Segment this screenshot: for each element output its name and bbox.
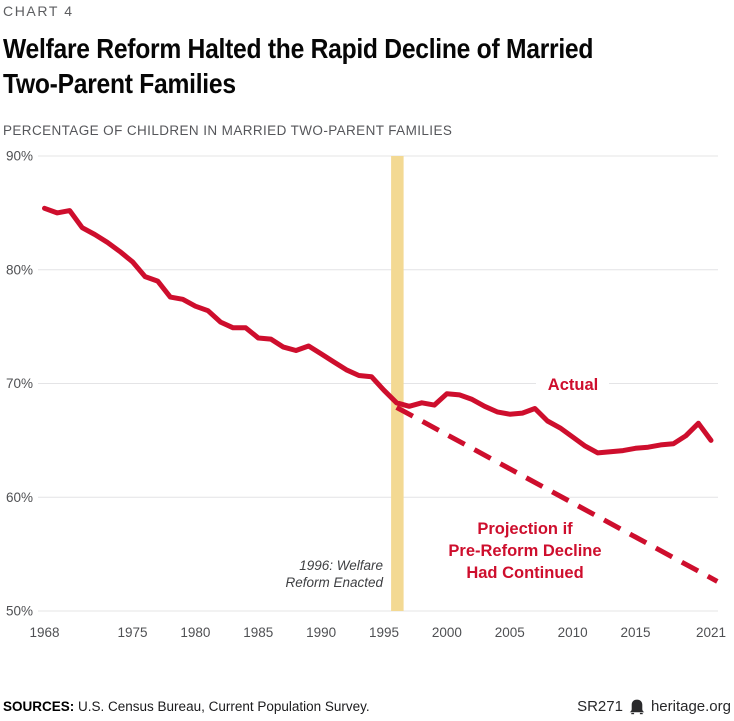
site-text: heritage.org — [650, 698, 731, 715]
projection-label-line-3: Had Continued — [466, 564, 583, 582]
x-tick-label: 1985 — [243, 625, 273, 640]
projection-line — [395, 405, 719, 584]
y-tick-label: 80% — [6, 262, 33, 277]
title-line-2: Two-Parent Families — [3, 68, 236, 99]
x-tick-label: 2021 — [696, 625, 726, 640]
heritage-bell-icon — [629, 699, 645, 714]
actual-label-backdrop — [536, 374, 609, 392]
x-tick-label: 2015 — [621, 625, 651, 640]
x-tick-label: 1995 — [369, 625, 399, 640]
reform-note-line-1: 1996: Welfare — [299, 558, 383, 573]
x-tick-label: 2005 — [495, 625, 525, 640]
sources-text: U.S. Census Bureau, Current Population S… — [74, 699, 370, 714]
report-id: SR271 — [577, 698, 623, 715]
projection-label-line-1: Projection if — [477, 520, 573, 538]
sources-line: SOURCES: U.S. Census Bureau, Current Pop… — [3, 699, 370, 714]
actual-line — [42, 205, 714, 456]
x-tick-label: 1980 — [180, 625, 210, 640]
footer-brand: SR271 heritage.org — [577, 698, 731, 715]
y-tick-label: 90% — [6, 149, 33, 164]
y-tick-label: 60% — [6, 490, 33, 505]
reform-note-line-2: Reform Enacted — [285, 575, 383, 590]
x-tick-label: 1975 — [118, 625, 148, 640]
chart-number-label: CHART 4 — [3, 3, 74, 19]
y-axis-labels-group: 90% 80% 70% 60% 50% — [6, 149, 33, 619]
actual-series-label: Actual — [548, 376, 598, 394]
series-lines-group — [42, 205, 719, 584]
x-tick-label: 2000 — [432, 625, 462, 640]
page-title: Welfare Reform Halted the Rapid Decline … — [3, 31, 674, 101]
x-tick-label: 1990 — [306, 625, 336, 640]
title-line-1: Welfare Reform Halted the Rapid Decline … — [3, 33, 594, 64]
figure-footer: SOURCES: U.S. Census Bureau, Current Pop… — [3, 698, 731, 715]
y-tick-label: 50% — [6, 604, 33, 619]
line-chart-canvas: 90% 80% 70% 60% 50% 1968 1975 1980 1985 1990 1995… — [6, 149, 726, 641]
sources-label: SOURCES: — [3, 699, 75, 714]
projection-label-line-2: Pre-Reform Decline — [448, 542, 601, 560]
x-tick-label: 2010 — [558, 625, 588, 640]
x-axis-labels-group: 1968 1975 1980 1985 1990 1995 2000 2005 2010 2015… — [29, 625, 726, 640]
reform-year-band — [391, 156, 404, 611]
reform-band-group — [391, 156, 404, 611]
x-tick-label: 1968 — [29, 625, 59, 640]
y-axis-unit-label: PERCENTAGE OF CHILDREN IN MARRIED TWO-PA… — [3, 123, 453, 138]
y-tick-label: 70% — [6, 376, 33, 391]
